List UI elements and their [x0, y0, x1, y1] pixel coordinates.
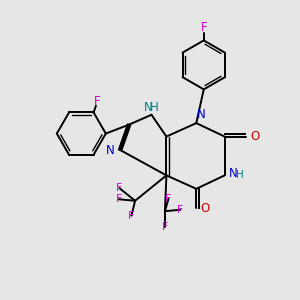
Text: F: F: [200, 21, 207, 34]
Text: F: F: [162, 222, 168, 232]
Text: O: O: [250, 130, 259, 143]
Text: F: F: [165, 194, 172, 204]
Text: N: N: [229, 167, 237, 180]
Text: F: F: [128, 211, 135, 221]
Text: F: F: [94, 94, 101, 107]
Text: N: N: [197, 108, 206, 121]
Text: F: F: [116, 183, 123, 193]
Text: O: O: [201, 202, 210, 215]
Text: N: N: [143, 101, 152, 114]
Text: H: H: [236, 170, 244, 180]
Text: N: N: [106, 143, 115, 157]
Text: F: F: [116, 194, 122, 204]
Text: H: H: [150, 101, 159, 114]
Text: F: F: [177, 205, 184, 215]
